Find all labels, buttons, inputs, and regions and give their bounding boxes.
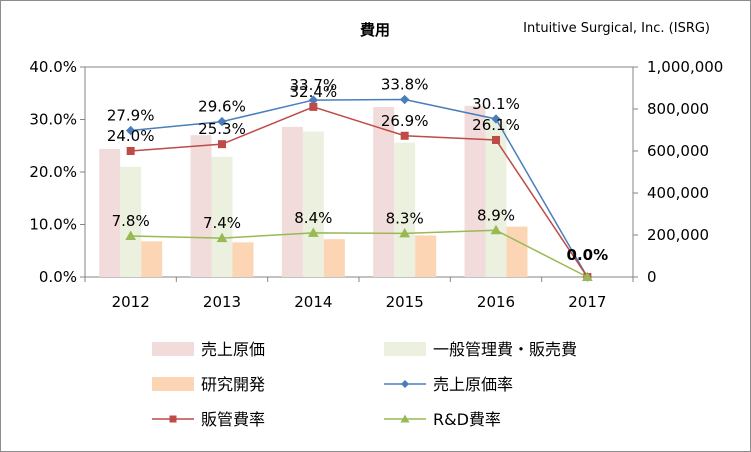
right-axis-tick-label: 1,000,000 [647, 58, 723, 76]
legend-swatch [384, 342, 426, 356]
data-label: 7.4% [203, 214, 241, 232]
data-point [400, 131, 409, 140]
bar [302, 131, 324, 277]
right-axis-tick-label: 0 [647, 268, 657, 286]
data-point [217, 116, 227, 127]
data-point [307, 227, 319, 237]
data-label-zero: 0.0% [567, 246, 609, 264]
data-label: 30.1% [472, 95, 520, 113]
left-axis-tick-label: 20.0% [29, 163, 77, 181]
x-axis-tick-label: 2016 [477, 293, 515, 311]
data-label: 8.4% [294, 209, 332, 227]
bar [232, 242, 254, 277]
data-point [490, 224, 502, 235]
bar [141, 241, 163, 277]
legend-swatch [152, 377, 194, 391]
data-label: 33.8% [381, 76, 429, 94]
data-point [309, 102, 318, 111]
data-label: 32.4% [290, 83, 338, 101]
legend-swatch [152, 342, 194, 356]
x-axis-tick-label: 2012 [112, 293, 150, 311]
data-point [492, 135, 500, 144]
right-axis-tick-label: 200,000 [647, 226, 709, 244]
left-axis-tick-label: 40.0% [29, 58, 77, 76]
chart-title: 費用 [360, 21, 390, 39]
chart-subtitle: Intuitive Surgical, Inc. (ISRG) [523, 21, 710, 36]
legend-label: 売上原価率 [433, 375, 513, 394]
legend-label: 一般管理費・販売費 [433, 340, 577, 359]
left-axis-tick-label: 10.0% [29, 216, 77, 234]
data-point [218, 140, 226, 149]
legend-label: 販管費率 [201, 410, 265, 429]
right-axis-tick-label: 600,000 [647, 142, 709, 160]
legend-label: 売上原価 [201, 340, 265, 359]
data-label: 7.8% [112, 212, 150, 230]
data-label: 8.3% [386, 209, 424, 227]
bar [120, 166, 142, 277]
data-label: 24.0% [107, 127, 155, 145]
series-line [130, 106, 588, 278]
data-point [125, 125, 136, 136]
data-point [125, 230, 137, 241]
data-label: 33.7% [290, 76, 338, 94]
bar [506, 226, 528, 277]
data-label: 26.1% [472, 116, 520, 134]
series-line [130, 98, 588, 278]
series-line [130, 229, 588, 278]
bar [190, 135, 212, 277]
right-axis-tick-label: 800,000 [647, 100, 709, 118]
data-label: 26.9% [381, 112, 429, 130]
data-point [126, 147, 135, 155]
bar [394, 142, 416, 277]
data-label: 8.9% [477, 206, 515, 224]
x-axis-tick-label: 2013 [203, 293, 241, 311]
left-axis-tick-label: 0.0% [39, 268, 77, 286]
legend-marker [169, 415, 177, 423]
data-point [399, 94, 410, 105]
legend-label: 研究開発 [201, 375, 265, 394]
right-axis-tick-label: 400,000 [647, 184, 709, 202]
bar [211, 156, 233, 277]
legend-marker [400, 414, 410, 423]
x-axis-tick-label: 2014 [294, 293, 332, 311]
legend-label: R&D費率 [433, 410, 501, 429]
data-point [216, 232, 228, 243]
data-point [581, 271, 593, 281]
bar [323, 239, 345, 277]
x-axis-tick-label: 2015 [386, 293, 424, 311]
bar [281, 126, 303, 277]
data-label: 27.9% [107, 107, 155, 125]
bar [415, 235, 437, 277]
bar [464, 105, 486, 277]
data-label: 29.6% [198, 98, 246, 116]
data-point [491, 114, 501, 124]
bar [485, 120, 507, 277]
bar [373, 106, 395, 278]
data-point [399, 227, 411, 238]
data-label: 25.3% [198, 120, 246, 138]
legend-marker [401, 380, 409, 388]
plot-area [84, 66, 634, 278]
bar [99, 148, 121, 277]
left-axis-tick-label: 30.0% [29, 111, 77, 129]
x-axis-tick-label: 2017 [568, 293, 606, 311]
